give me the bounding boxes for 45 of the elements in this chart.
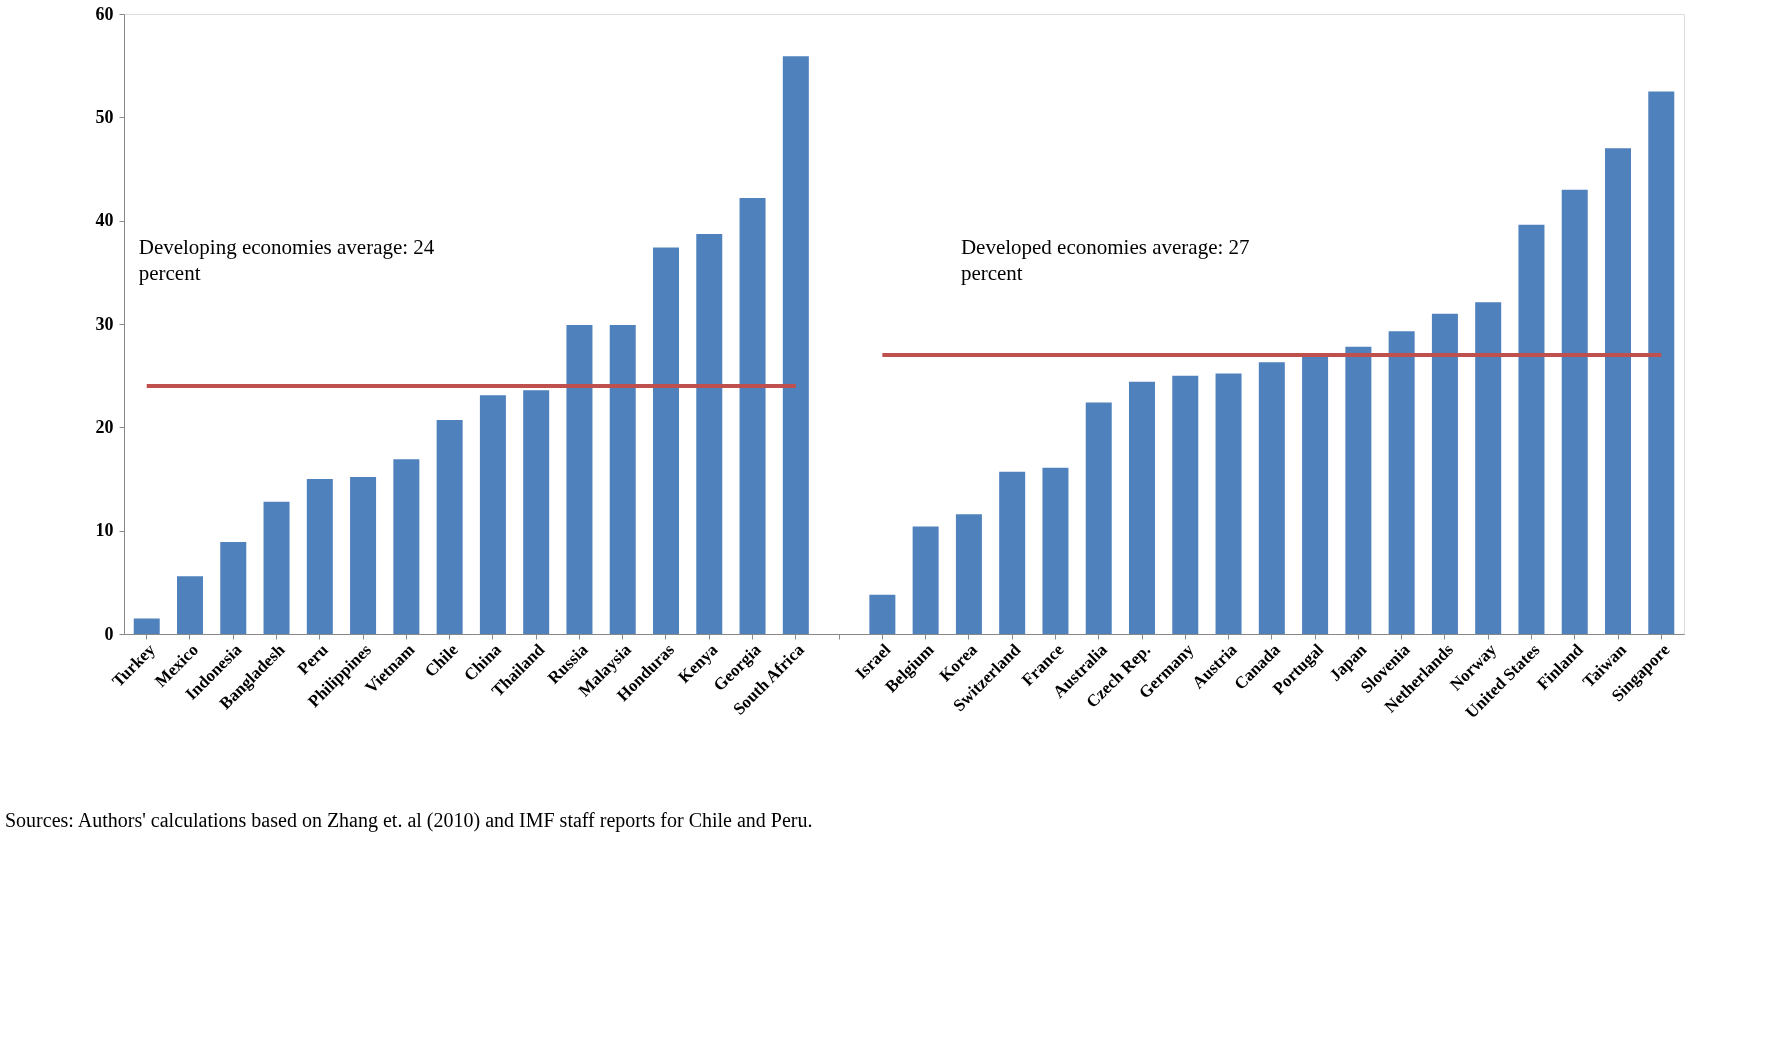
bar — [1258, 362, 1285, 634]
bar — [220, 542, 247, 634]
annotation: Developed economies average: 27 percent — [960, 235, 1250, 286]
bar — [1302, 357, 1329, 634]
bar — [999, 471, 1026, 634]
y-tick-label: 60 — [95, 3, 114, 24]
bar — [566, 325, 593, 634]
bar — [1561, 189, 1588, 634]
bar — [436, 420, 463, 634]
bar — [263, 501, 290, 634]
bar — [133, 618, 160, 634]
bar — [1042, 467, 1069, 634]
bar — [1215, 373, 1242, 634]
y-tick-label: 10 — [95, 520, 114, 541]
annotation: Developing economies average: 24 percent — [138, 235, 435, 286]
bar — [1388, 331, 1415, 634]
bar — [1129, 381, 1155, 634]
y-tick-label: 30 — [95, 313, 114, 334]
bar — [393, 459, 420, 634]
bar — [912, 526, 939, 634]
bar — [306, 479, 333, 634]
bar — [869, 594, 896, 634]
bar — [1475, 302, 1502, 634]
bar — [1345, 346, 1372, 634]
bar — [523, 390, 550, 634]
bar — [782, 56, 809, 634]
bar — [609, 325, 636, 634]
source-note: Sources: Authors' calculations based on Zhang et. al (2010) and IMF staff reports for Chile and Peru. — [5, 808, 813, 832]
bar — [176, 576, 203, 634]
bar — [955, 514, 982, 634]
bar — [1648, 91, 1675, 634]
bar — [696, 234, 723, 634]
bar — [1085, 402, 1112, 634]
y-tick-label: 0 — [104, 623, 114, 644]
bar — [1518, 224, 1545, 634]
y-tick-label: 40 — [95, 210, 114, 231]
bar — [653, 247, 679, 634]
bar — [739, 197, 766, 634]
y-tick-label: 20 — [95, 416, 114, 437]
bar — [1172, 375, 1199, 634]
bar — [1431, 313, 1458, 634]
bar — [479, 395, 506, 634]
bar — [1605, 148, 1632, 634]
y-tick-label: 50 — [95, 106, 114, 127]
bar — [350, 476, 377, 634]
